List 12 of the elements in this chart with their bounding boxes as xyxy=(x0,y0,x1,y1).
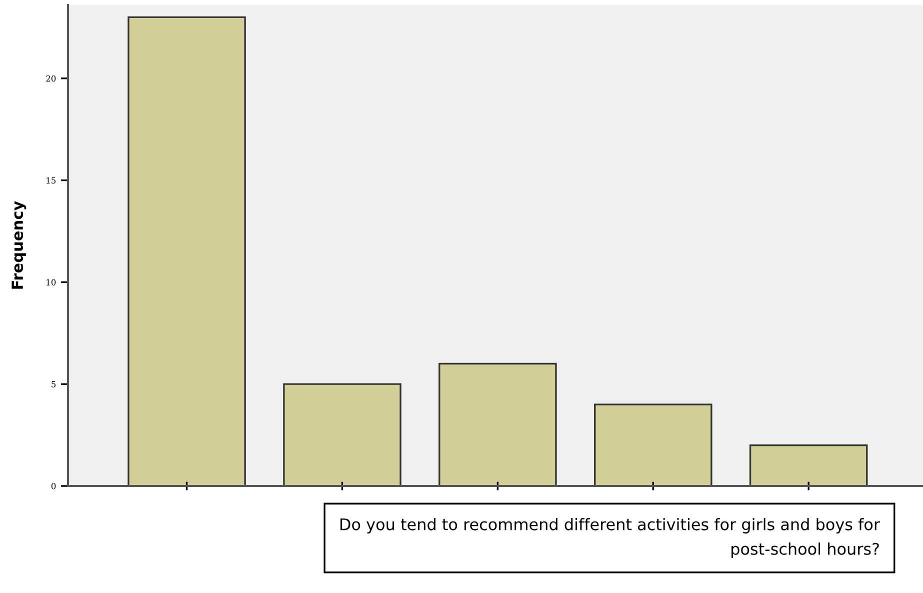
bar xyxy=(438,362,557,486)
y-axis-title: Frequency xyxy=(12,201,26,289)
bar xyxy=(283,383,402,486)
y-tick-label: 10 xyxy=(46,279,56,286)
y-tick-label: 0 xyxy=(51,482,56,490)
y-tick-label: 5 xyxy=(52,381,56,388)
y-tick-label: 15 xyxy=(46,177,56,184)
bar xyxy=(749,444,868,486)
bar xyxy=(128,16,246,486)
x-axis-title: Do you tend to recommend different activities for girls and boys for post-school hours? xyxy=(340,518,880,558)
y-tick-label: 20 xyxy=(46,75,56,82)
bar xyxy=(594,404,712,486)
